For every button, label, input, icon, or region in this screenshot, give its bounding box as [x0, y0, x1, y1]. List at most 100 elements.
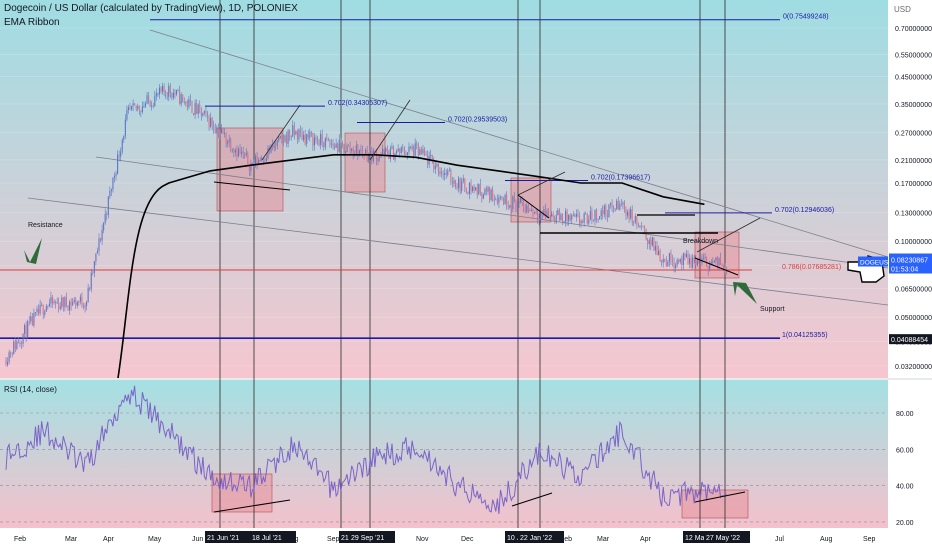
candle-body [59, 306, 61, 309]
candle-body [709, 264, 711, 271]
candle-body [620, 203, 622, 205]
candle-body [72, 302, 74, 306]
candle-body [227, 142, 229, 144]
candle-body [368, 154, 370, 161]
candle-body [217, 127, 219, 136]
candle-body [541, 212, 543, 216]
candle-body [504, 194, 506, 204]
candle-body [337, 143, 339, 152]
candle-body [425, 154, 427, 156]
candle-body [702, 257, 705, 259]
candle-body [588, 219, 590, 224]
candle-body [611, 203, 613, 208]
rsi-divergence-line [694, 491, 746, 503]
candle-body [70, 301, 72, 306]
candle-body [179, 90, 181, 105]
candle-body [420, 149, 422, 154]
candle-body [671, 259, 674, 263]
time-axis-tick: Dec [461, 536, 474, 543]
price-axis-tick: 0.17000000 [895, 181, 932, 188]
candle-body [605, 205, 607, 215]
candle-body [241, 151, 243, 154]
date-marker-label: 12 May [685, 535, 708, 542]
candle-body [278, 137, 280, 141]
candle-body [265, 158, 267, 161]
candle-body [315, 137, 317, 140]
rsi-divergence-line [213, 499, 291, 513]
candle-body [375, 151, 377, 162]
candle-body [606, 214, 608, 218]
candle-body [244, 154, 246, 156]
candle-body [310, 132, 312, 134]
candle-body [406, 152, 408, 155]
candle-body [360, 149, 362, 151]
candle-body [261, 158, 263, 160]
candle-body [129, 107, 131, 110]
candle-body [143, 106, 145, 108]
candle-body [189, 99, 191, 102]
candle-body [526, 205, 528, 213]
candle-body [295, 131, 297, 135]
candle-body [101, 229, 103, 241]
candle-body [399, 148, 401, 153]
candle-body [177, 89, 179, 91]
candle-body [551, 214, 553, 217]
indicator-label[interactable]: EMA Ribbon [4, 17, 60, 28]
candle-body [327, 139, 329, 141]
candle-body [24, 325, 26, 334]
candle-body [465, 188, 467, 193]
candle-body [616, 200, 618, 209]
time-axis-tick: Aug [820, 536, 833, 543]
candle-body [489, 187, 491, 200]
current-price-tag [889, 253, 932, 274]
time-axis-tick: Sep [327, 536, 340, 543]
candle-body [346, 145, 348, 152]
candle-body [475, 187, 477, 191]
candle-body [571, 215, 573, 220]
candle-body [405, 154, 407, 156]
candle-body [417, 144, 419, 155]
candle-body [138, 106, 140, 111]
projection-arrow [261, 104, 301, 161]
candle-body [211, 117, 213, 126]
time-axis-tick: Nov [416, 536, 429, 543]
candle-body [543, 209, 545, 216]
candle-body [441, 171, 443, 175]
candle-body [636, 216, 638, 224]
candle-body [42, 304, 44, 315]
candle-body [423, 149, 426, 155]
candle-body [547, 211, 550, 216]
candle-body [513, 196, 515, 202]
candle-body [482, 194, 484, 199]
candle-body [258, 159, 260, 165]
candle-body [165, 92, 167, 95]
time-axis-tick: Sep [863, 536, 876, 543]
candle-body [431, 155, 433, 162]
candle-body [566, 210, 568, 221]
fib-level-label: 0.702(0.34305307) [328, 100, 387, 107]
date-marker-label: 29 Sep '21 [351, 535, 384, 542]
candle-body [692, 257, 694, 268]
candle-body [464, 178, 466, 189]
candle-body [592, 220, 594, 222]
candle-body [5, 359, 7, 365]
price-axis-tick: 0.45000000 [895, 74, 932, 81]
candle-body [340, 139, 342, 144]
candle-body [45, 306, 47, 312]
candle-body [78, 301, 80, 303]
candle-body [196, 102, 198, 114]
candle-body [106, 213, 108, 215]
candle-body [594, 210, 596, 221]
candle-body [468, 182, 470, 195]
candle-body [323, 142, 325, 148]
candle-body [287, 130, 289, 145]
candle-body [365, 149, 367, 156]
candle-body [437, 164, 439, 174]
pattern-line [694, 257, 739, 276]
candle-body [529, 209, 531, 212]
candle-body [279, 136, 281, 138]
candle-body [185, 101, 187, 103]
candle-body [275, 145, 277, 147]
candle-body [107, 196, 109, 215]
